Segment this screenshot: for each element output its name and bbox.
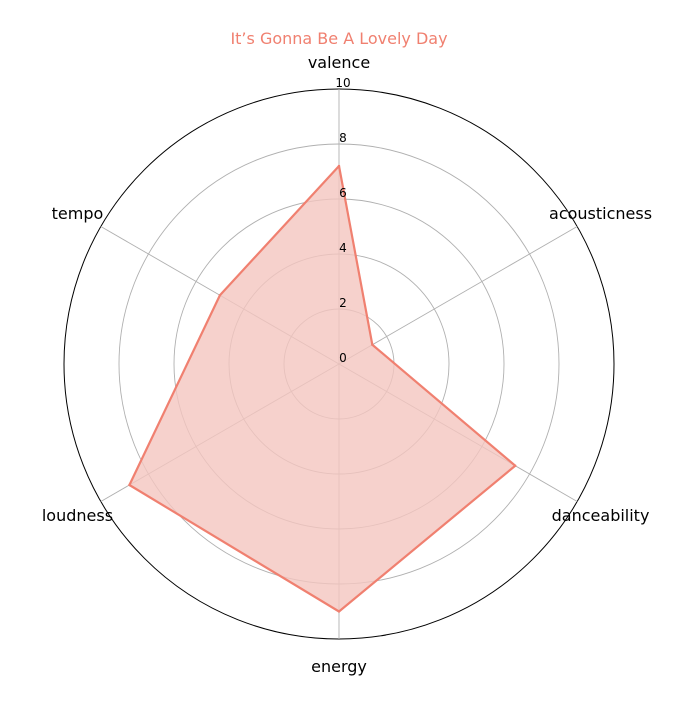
tick-label-6: 6 (339, 186, 347, 200)
label-layer: valence acousticness danceability energy lou… (42, 53, 652, 676)
data-point-tempo (218, 294, 222, 297)
data-point-valence (337, 164, 341, 168)
chart-title: It’s Gonna Be A Lovely Day (230, 29, 447, 48)
data-point-energy (337, 610, 341, 613)
spoke-acousticness (338, 226, 578, 365)
series-layer (128, 164, 517, 613)
tick-label-8: 8 (339, 131, 347, 145)
data-point-danceability (514, 464, 517, 467)
category-label-valence: valence (308, 53, 370, 72)
series-0-area (129, 166, 516, 612)
tick-label-0: 0 (339, 351, 347, 365)
category-label-loudness: loudness (42, 506, 113, 525)
tick-label-10: 10 (335, 76, 350, 90)
category-label-danceability: danceability (552, 506, 650, 525)
data-point-acousticness (371, 343, 374, 346)
tick-label-2: 2 (339, 296, 347, 310)
category-label-energy: energy (311, 657, 367, 676)
tick-label-4: 4 (339, 241, 347, 255)
data-point-loudness (128, 483, 131, 487)
tick-layer: 0 2 4 6 8 10 (335, 76, 350, 365)
category-label-acousticness: acousticness (549, 204, 652, 223)
category-label-tempo: tempo (52, 204, 104, 223)
